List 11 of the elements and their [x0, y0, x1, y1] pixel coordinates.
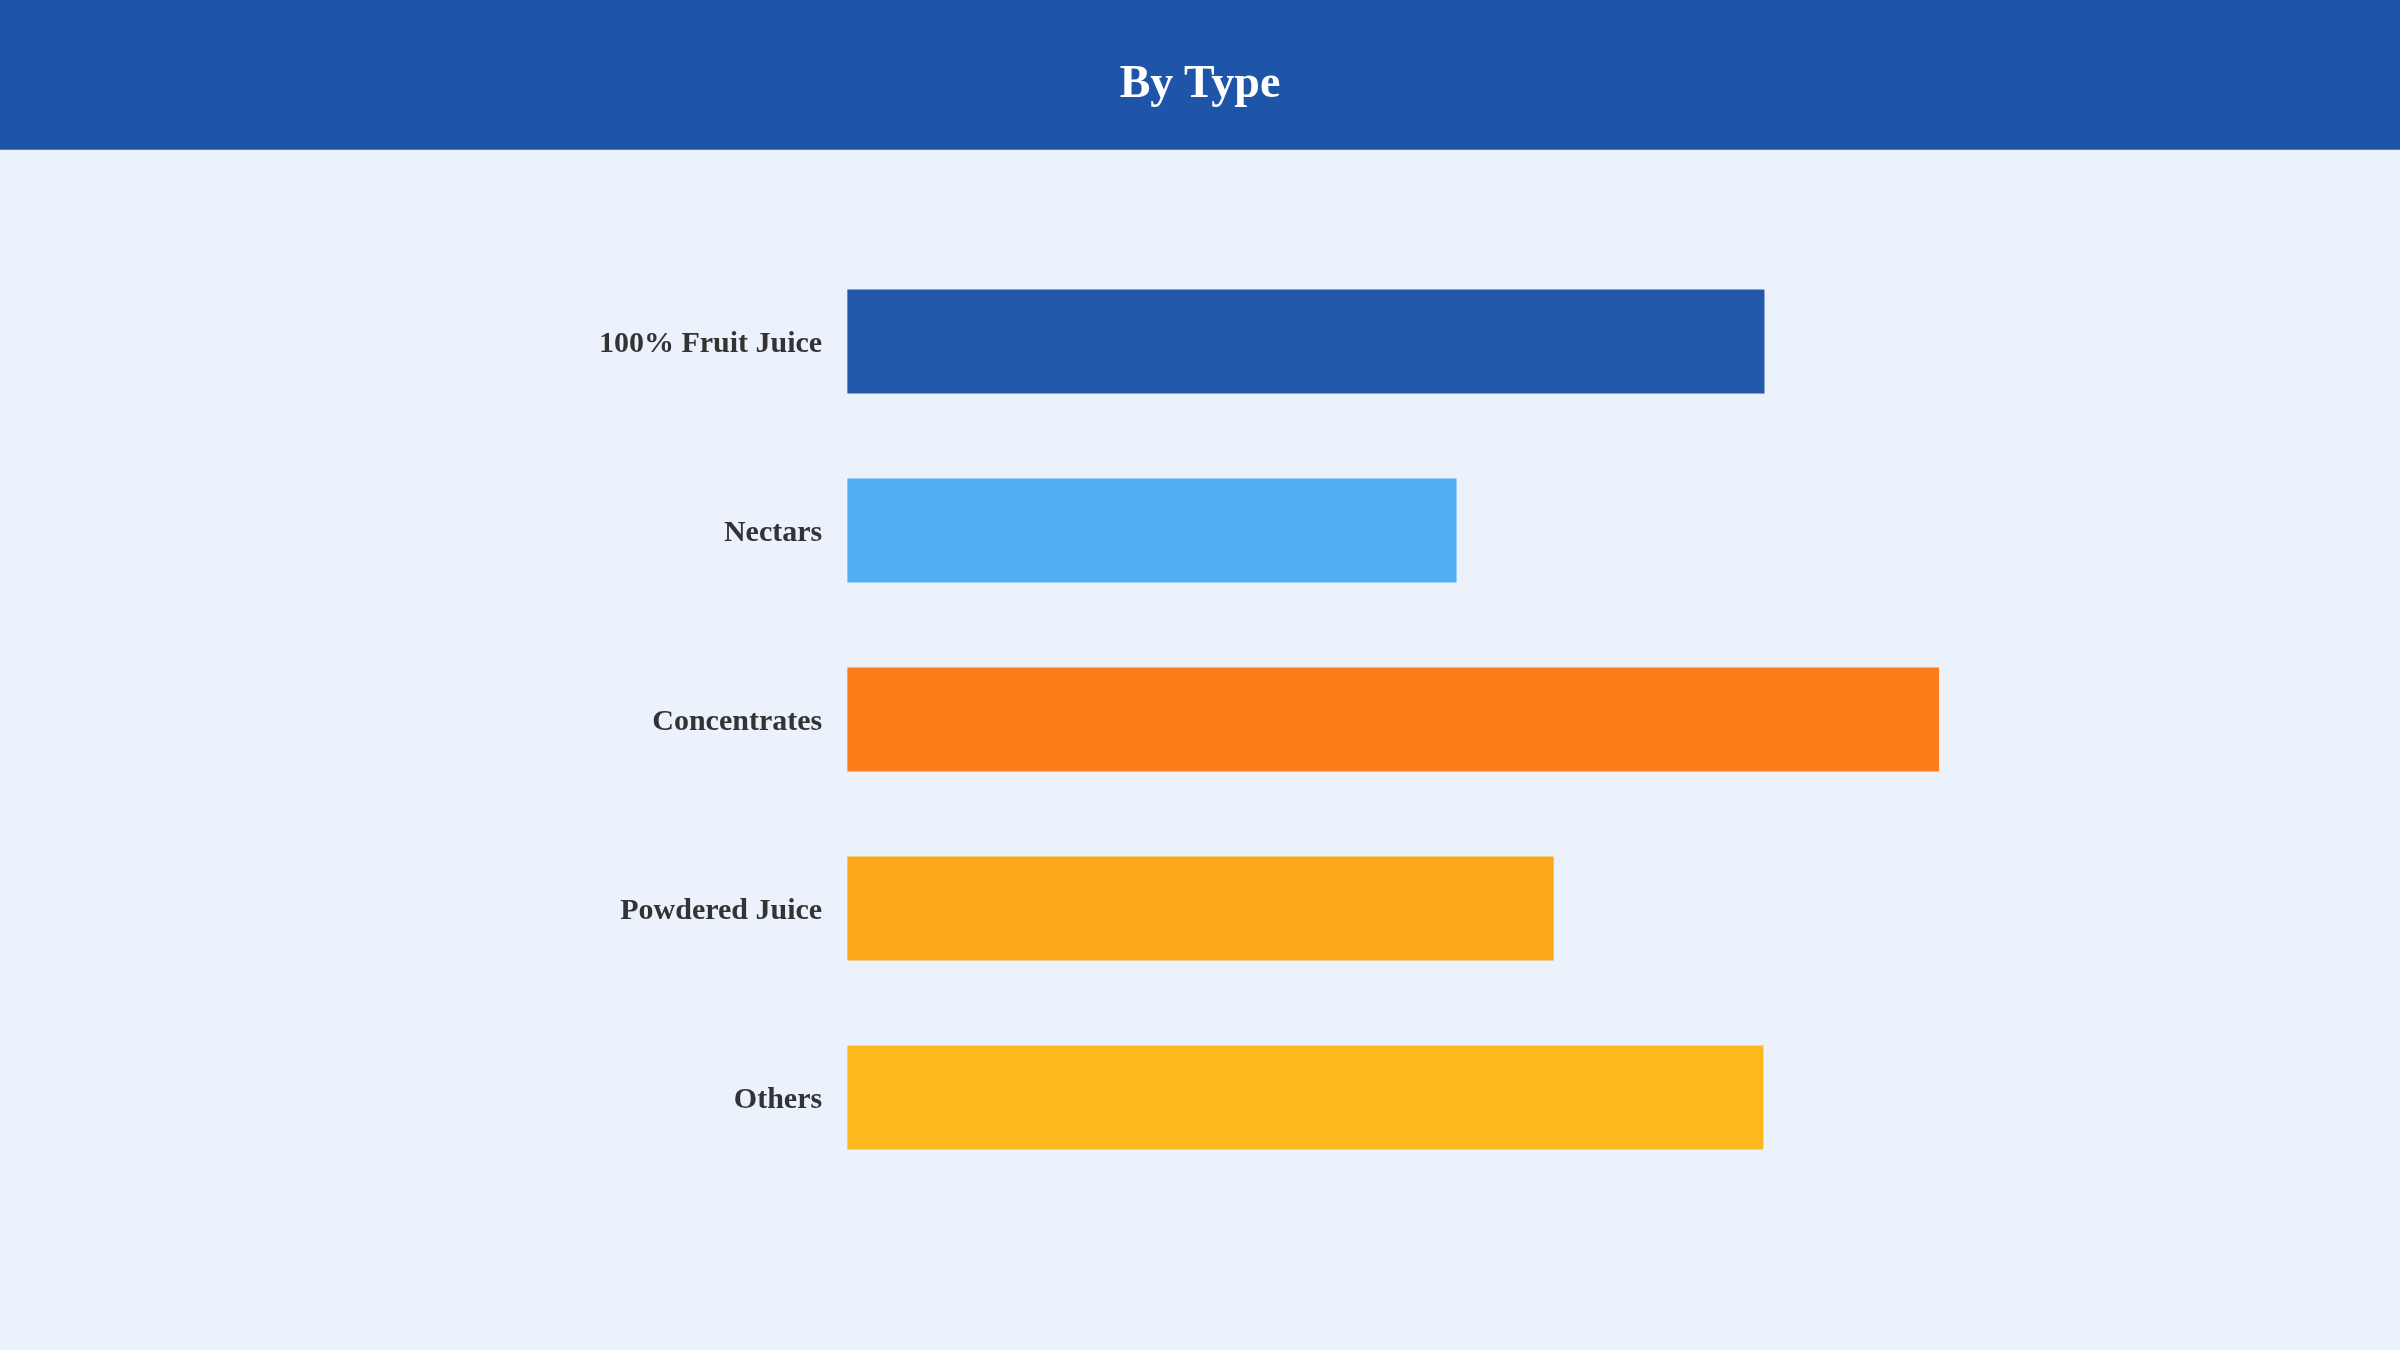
y-tick-label: Nectars	[723, 514, 823, 548]
y-tick-label: Concentrates	[652, 703, 823, 737]
bar	[847, 478, 1457, 583]
y-tick-label: Powdered Juice	[620, 892, 823, 926]
y-tick-label: 100% Fruit Juice	[598, 325, 823, 359]
chart-title: By Type	[1119, 56, 1281, 108]
bar	[847, 1045, 1764, 1150]
y-tick-label: Others	[733, 1081, 823, 1115]
bar	[847, 856, 1554, 961]
bar	[847, 289, 1765, 394]
bar	[847, 667, 1940, 772]
